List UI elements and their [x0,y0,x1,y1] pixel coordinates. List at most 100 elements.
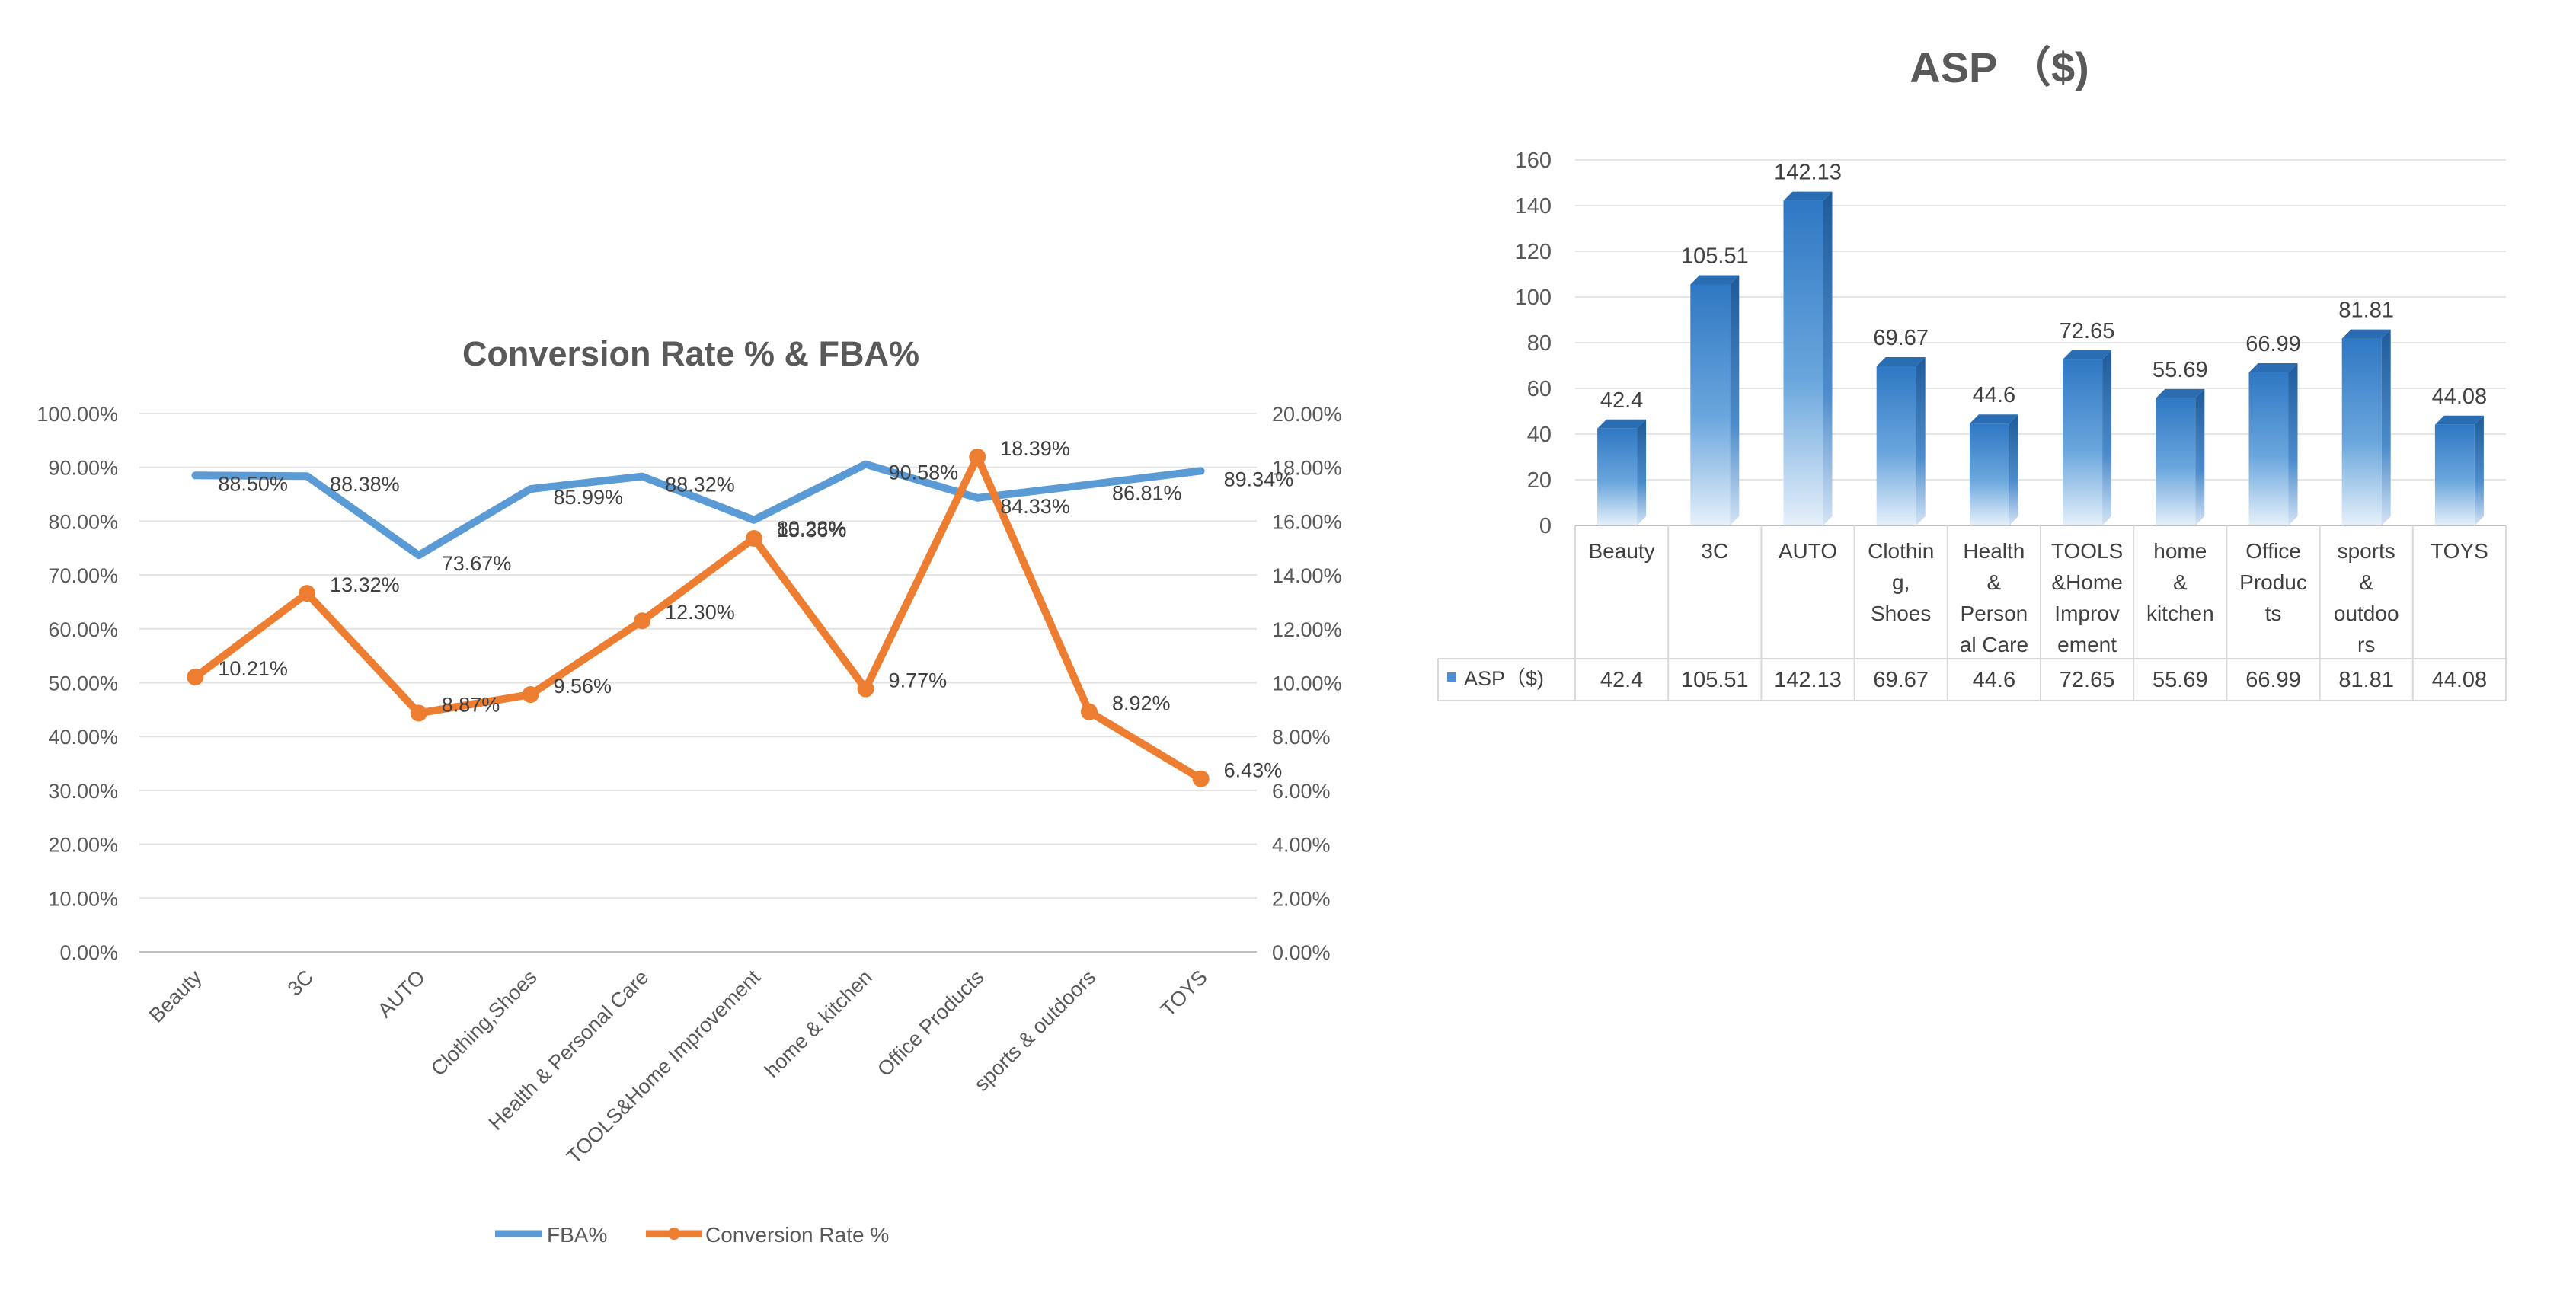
table-category-label: ts [2265,602,2282,625]
asp-data-label: 44.6 [1973,383,2015,407]
left-tick-label: 40.00% [48,726,118,749]
category-label: AUTO [373,966,430,1022]
value-tick-label: 100 [1515,286,1552,310]
asp-data-label: 72.65 [2060,319,2115,343]
asp-bar [2248,372,2289,525]
left-tick-label: 10.00% [48,887,118,910]
asp-data-label: 81.81 [2338,299,2394,323]
left-tick-label: 90.00% [48,457,118,480]
line-chart-data-labels: 88.50% 88.38% 73.67% 85.99% 88.32% 80.23% 90.5… [218,437,1293,782]
table-value: 66.99 [2245,668,2301,692]
asp-bar-side [2009,414,2018,525]
asp-bar-side [1823,191,1833,526]
right-tick-label: 2.00% [1272,887,1331,910]
asp-bar [1783,200,1823,525]
table-category-label: Improv [2054,602,2120,625]
asp-data-label: 69.67 [1873,326,1929,350]
right-tick-label: 12.00% [1272,618,1342,641]
table-category-label: al Care [1960,633,2028,656]
table-category-label: sports [2338,539,2395,563]
value-tick-label: 20 [1527,468,1552,493]
table-category-label: TOOLS [2051,539,2123,563]
table-category-label: Clothin [1868,539,1934,563]
left-tick-label: 50.00% [48,672,118,695]
conversion-data-label: 15.36% [777,519,847,541]
table-value: 44.08 [2432,668,2488,692]
table-value: 81.81 [2338,668,2394,692]
category-label: sports & outdoors [970,966,1100,1096]
conversion-data-label: 9.56% [553,675,612,698]
left-tick-label: 70.00% [48,564,118,587]
table-category-label: & [2173,570,2188,594]
asp-data-label: 142.13 [1774,161,1842,185]
conversion-data-label: 18.39% [1000,437,1070,460]
conversion-point [187,669,204,686]
fba-data-label: 90.58% [889,461,959,484]
line-chart-right-axis: 0.00% 2.00% 4.00% 6.00% 8.00% 10.00% 12.00% 14.… [1272,403,1342,964]
conversion-data-label: 13.32% [330,573,400,596]
asp-data-label: 44.08 [2432,385,2488,409]
conversion-point [299,585,316,602]
value-tick-label: 0 [1539,514,1552,538]
fba-data-label: 86.81% [1112,481,1182,504]
line-chart-series [187,448,1210,787]
right-tick-label: 18.00% [1272,457,1342,480]
table-category-label: Health [1963,539,2025,563]
legend-conversion-label: Conversion Rate % [705,1223,889,1247]
fba-data-label: 88.50% [218,472,288,495]
value-tick-label: 80 [1527,331,1552,356]
asp-bar-top [2341,329,2391,339]
table-category-label: TOYS [2431,539,2488,563]
asp-bar-top [1597,419,1647,429]
asp-bar [2341,338,2382,525]
conversion-data-label: 9.77% [889,669,948,692]
asp-bar-side [2195,388,2205,525]
right-tick-label: 0.00% [1272,941,1331,964]
asp-bar-top [2063,350,2112,360]
conversion-point [1192,770,1210,787]
table-category-label: AUTO [1779,539,1837,563]
fba-data-label: 73.67% [442,552,512,575]
asp-bar-side [2102,350,2112,525]
table-value: 142.13 [1774,668,1842,692]
asp-bar-top [1690,275,1740,285]
right-tick-label: 8.00% [1272,726,1331,749]
right-tick-label: 20.00% [1272,403,1342,426]
conversion-data-label: 6.43% [1224,759,1283,782]
table-value: 105.51 [1681,668,1749,692]
asp-bar [1690,284,1731,525]
fba-data-label: 80.23% [777,517,847,540]
conversion-data-label: 10.21% [218,657,288,680]
right-tick-label: 6.00% [1272,780,1331,803]
fba-data-label: 85.99% [553,486,623,509]
bar-chart-bars [1597,191,2484,526]
table-category-label: Shoes [1871,602,1931,625]
left-tick-label: 80.00% [48,510,118,533]
left-tick-label: 30.00% [48,780,118,803]
value-tick-label: 40 [1527,423,1552,447]
table-value: 72.65 [2060,668,2115,692]
line-chart-legend: FBA% Conversion Rate % [495,1223,889,1247]
asp-bar-side [1637,419,1647,525]
table-category-label: Office [2245,539,2301,563]
table-category-label: 3C [1701,539,1728,563]
asp-bar-side [2381,329,2391,525]
category-label: 3C [283,966,318,1001]
asp-bar [1597,428,1638,525]
asp-bar [2063,359,2103,525]
conversion-point [745,530,762,548]
table-value: 69.67 [1873,668,1929,692]
asp-bar [1876,366,1916,525]
category-label: Office Products [873,966,988,1081]
left-tick-label: 100.00% [37,403,118,426]
conversion-data-label: 12.30% [665,601,735,624]
fba-data-label: 89.34% [1224,468,1294,490]
table-category-label: home [2153,539,2207,563]
table-category-label: g, [1892,570,1910,594]
left-tick-label: 0.00% [59,941,118,964]
bar-chart-title: ASP （$) [1910,43,2089,91]
asp-bar-top [2434,415,2484,425]
conversion-point [522,686,539,704]
right-tick-label: 10.00% [1272,672,1342,695]
